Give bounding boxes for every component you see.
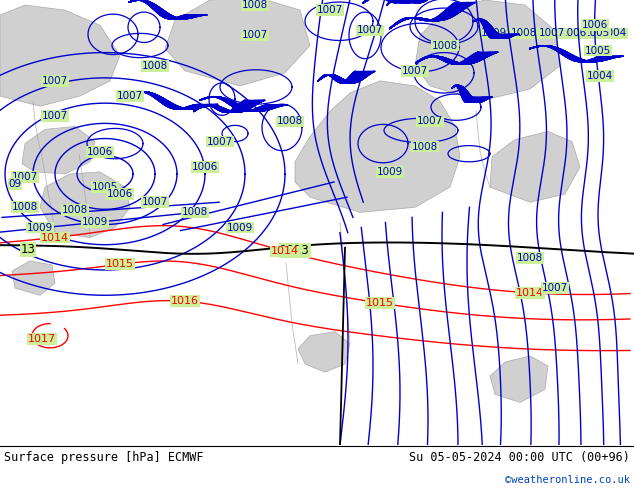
Text: 1009: 1009 (481, 28, 507, 38)
Polygon shape (415, 0, 560, 101)
Text: 1007: 1007 (242, 30, 268, 40)
Text: 1006: 1006 (582, 20, 608, 30)
Text: 1007: 1007 (402, 66, 428, 76)
Polygon shape (490, 131, 580, 202)
Text: 1006: 1006 (192, 162, 218, 172)
Text: 1008: 1008 (242, 0, 268, 10)
Text: 1013: 1013 (280, 245, 310, 257)
Text: Surface pressure [hPa] ECMWF: Surface pressure [hPa] ECMWF (4, 451, 204, 465)
Text: 1004: 1004 (587, 71, 613, 81)
Text: 1016: 1016 (171, 296, 199, 306)
Text: 1008: 1008 (12, 202, 38, 212)
Text: 1008: 1008 (511, 28, 537, 38)
Polygon shape (0, 5, 120, 106)
Text: 1005: 1005 (92, 182, 118, 192)
Text: 1006: 1006 (87, 147, 113, 157)
Text: 1007: 1007 (417, 116, 443, 126)
Text: 1008: 1008 (412, 142, 438, 151)
Text: 1008: 1008 (182, 207, 208, 218)
Text: 1017: 1017 (28, 334, 56, 344)
Text: 1008: 1008 (142, 61, 168, 71)
Text: 1014: 1014 (271, 246, 299, 256)
Text: 1007: 1007 (42, 111, 68, 122)
Text: 1008: 1008 (62, 205, 88, 215)
Text: 1004: 1004 (601, 28, 627, 38)
Text: 1007: 1007 (539, 28, 565, 38)
Text: 1009: 1009 (377, 167, 403, 177)
Text: 1007: 1007 (12, 172, 38, 182)
Text: 1014: 1014 (516, 288, 544, 298)
Text: Su 05-05-2024 00:00 UTC (00+96): Su 05-05-2024 00:00 UTC (00+96) (409, 451, 630, 465)
Polygon shape (490, 356, 548, 402)
Text: 1006: 1006 (107, 189, 133, 199)
Text: 1007: 1007 (42, 76, 68, 86)
Text: 1007: 1007 (142, 197, 168, 207)
Text: 1015: 1015 (366, 298, 394, 308)
Polygon shape (165, 0, 310, 86)
Text: 1007: 1007 (357, 25, 383, 35)
Polygon shape (12, 261, 55, 295)
Text: 1005: 1005 (585, 46, 611, 55)
Text: 1008: 1008 (277, 116, 303, 126)
Text: ©weatheronline.co.uk: ©weatheronline.co.uk (505, 475, 630, 485)
Text: 1008: 1008 (517, 253, 543, 263)
Text: 1007: 1007 (542, 283, 568, 293)
Text: 1009: 1009 (27, 222, 53, 233)
Text: 1007: 1007 (117, 91, 143, 101)
Text: 1007: 1007 (317, 5, 343, 15)
Text: 1015: 1015 (106, 259, 134, 269)
Text: 1005: 1005 (584, 28, 610, 38)
Polygon shape (295, 81, 460, 212)
Text: 1009: 1009 (227, 222, 253, 233)
Text: 1007: 1007 (207, 137, 233, 147)
Text: 1009: 1009 (82, 218, 108, 227)
Text: 1008: 1008 (432, 41, 458, 50)
Text: 09: 09 (8, 179, 22, 189)
Polygon shape (298, 332, 350, 372)
Text: 13: 13 (20, 243, 36, 256)
Text: 1014: 1014 (41, 233, 69, 243)
Polygon shape (22, 126, 95, 174)
Polygon shape (40, 172, 130, 238)
Text: 1006: 1006 (561, 28, 587, 38)
